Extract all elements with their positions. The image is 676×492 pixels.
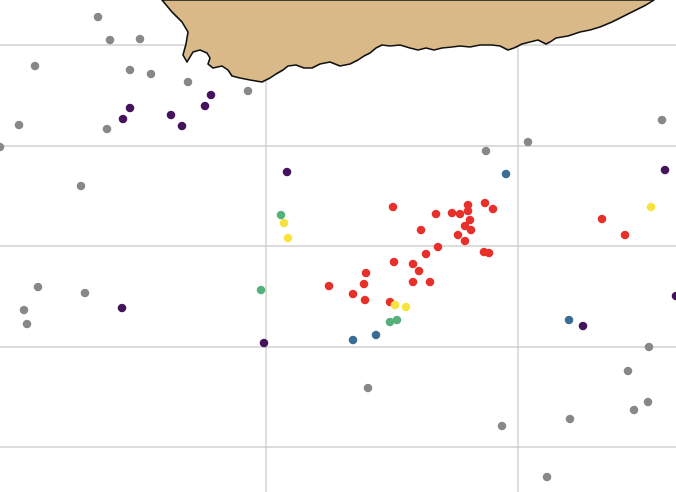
point-gray[interactable] <box>644 342 654 352</box>
point-gray[interactable] <box>102 124 112 134</box>
point-red[interactable] <box>460 236 470 246</box>
point-purple[interactable] <box>259 338 269 348</box>
point-yellow[interactable] <box>279 218 289 228</box>
point-green[interactable] <box>385 317 395 327</box>
point-red[interactable] <box>360 295 370 305</box>
point-gray[interactable] <box>565 414 575 424</box>
point-red[interactable] <box>408 259 418 269</box>
point-gray[interactable] <box>22 319 32 329</box>
point-gray[interactable] <box>30 61 40 71</box>
point-yellow[interactable] <box>390 300 400 310</box>
point-red[interactable] <box>455 209 465 219</box>
point-blue[interactable] <box>501 169 511 179</box>
point-gray[interactable] <box>76 181 86 191</box>
point-gray[interactable] <box>0 142 5 152</box>
point-gray[interactable] <box>629 405 639 415</box>
point-red[interactable] <box>433 242 443 252</box>
point-red[interactable] <box>389 257 399 267</box>
point-purple[interactable] <box>177 121 187 131</box>
point-red[interactable] <box>416 225 426 235</box>
point-red[interactable] <box>484 248 494 258</box>
point-purple[interactable] <box>117 303 127 313</box>
point-purple[interactable] <box>200 101 210 111</box>
point-red[interactable] <box>425 277 435 287</box>
point-gray[interactable] <box>33 282 43 292</box>
point-blue[interactable] <box>348 335 358 345</box>
point-purple[interactable] <box>206 90 216 100</box>
point-purple[interactable] <box>118 114 128 124</box>
point-red[interactable] <box>431 209 441 219</box>
point-red[interactable] <box>361 268 371 278</box>
point-purple[interactable] <box>578 321 588 331</box>
point-gray[interactable] <box>14 120 24 130</box>
point-red[interactable] <box>414 266 424 276</box>
point-yellow[interactable] <box>646 202 656 212</box>
point-purple[interactable] <box>166 110 176 120</box>
point-red[interactable] <box>408 277 418 287</box>
point-red[interactable] <box>597 214 607 224</box>
point-gray[interactable] <box>80 288 90 298</box>
point-yellow[interactable] <box>401 302 411 312</box>
point-red[interactable] <box>421 249 431 259</box>
point-gray[interactable] <box>497 421 507 431</box>
point-gray[interactable] <box>19 305 29 315</box>
point-red[interactable] <box>488 204 498 214</box>
point-red[interactable] <box>480 198 490 208</box>
point-yellow[interactable] <box>283 233 293 243</box>
point-purple[interactable] <box>125 103 135 113</box>
point-red[interactable] <box>463 200 473 210</box>
point-gray[interactable] <box>542 472 552 482</box>
point-gray[interactable] <box>93 12 103 22</box>
point-gray[interactable] <box>481 146 491 156</box>
point-gray[interactable] <box>657 115 667 125</box>
point-gray[interactable] <box>105 35 115 45</box>
point-green[interactable] <box>276 210 286 220</box>
point-gray[interactable] <box>243 86 253 96</box>
point-purple[interactable] <box>282 167 292 177</box>
point-blue[interactable] <box>564 315 574 325</box>
point-gray[interactable] <box>125 65 135 75</box>
point-gray[interactable] <box>623 366 633 376</box>
landmass-coast <box>161 0 655 83</box>
point-gray[interactable] <box>643 397 653 407</box>
point-gray[interactable] <box>146 69 156 79</box>
point-purple[interactable] <box>660 165 670 175</box>
point-gray[interactable] <box>363 383 373 393</box>
point-red[interactable] <box>348 289 358 299</box>
points-layer <box>0 12 676 482</box>
point-red[interactable] <box>388 202 398 212</box>
point-red[interactable] <box>466 225 476 235</box>
point-gray[interactable] <box>523 137 533 147</box>
point-red[interactable] <box>465 215 475 225</box>
point-blue[interactable] <box>371 330 381 340</box>
point-green[interactable] <box>256 285 266 295</box>
point-red[interactable] <box>359 279 369 289</box>
point-gray[interactable] <box>135 34 145 44</box>
point-green[interactable] <box>392 315 402 325</box>
point-red[interactable] <box>447 208 457 218</box>
point-red[interactable] <box>620 230 630 240</box>
point-gray[interactable] <box>183 77 193 87</box>
point-red[interactable] <box>324 281 334 291</box>
point-purple[interactable] <box>671 291 676 301</box>
point-red[interactable] <box>463 206 473 216</box>
point-red[interactable] <box>453 230 463 240</box>
